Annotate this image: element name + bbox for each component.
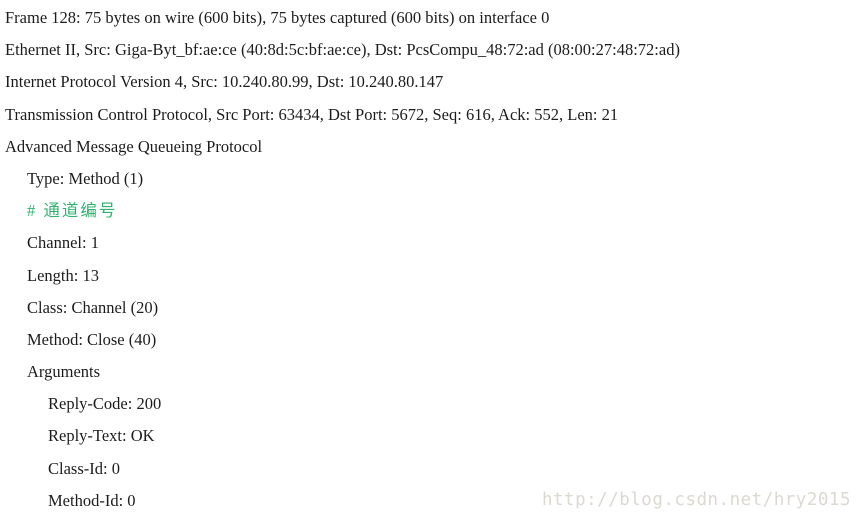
packet-line: Method-Id: 0 xyxy=(48,490,136,510)
packet-line: Arguments xyxy=(27,362,101,382)
packet-line: Frame 128: 75 bytes on wire (600 bits), … xyxy=(5,8,550,27)
packet-line: Ethernet II, Src: Giga-Byt_bf:ae:ce (40:… xyxy=(5,40,680,60)
packet-line: Transmission Control Protocol, Src Port:… xyxy=(5,104,619,124)
packet-line: Length: 13 xyxy=(27,265,99,285)
packet-line: Advanced Message Queueing Protocol xyxy=(5,136,263,156)
packet-line: Type: Method (1) xyxy=(27,168,144,188)
comment-line: # 通道编号 xyxy=(27,201,118,221)
packet-line: Reply-Text: OK xyxy=(48,426,155,446)
packet-line: Reply-Code: 200 xyxy=(48,394,162,414)
packet-line: Method: Close (40) xyxy=(27,329,157,349)
packet-line: Channel: 1 xyxy=(27,233,99,253)
packet-line: Internet Protocol Version 4, Src: 10.240… xyxy=(5,72,444,92)
packet-line: Class-Id: 0 xyxy=(48,458,120,478)
watermark: http://blog.csdn.net/hry2015 xyxy=(541,490,851,510)
packet-line: Class: Channel (20) xyxy=(27,297,159,317)
